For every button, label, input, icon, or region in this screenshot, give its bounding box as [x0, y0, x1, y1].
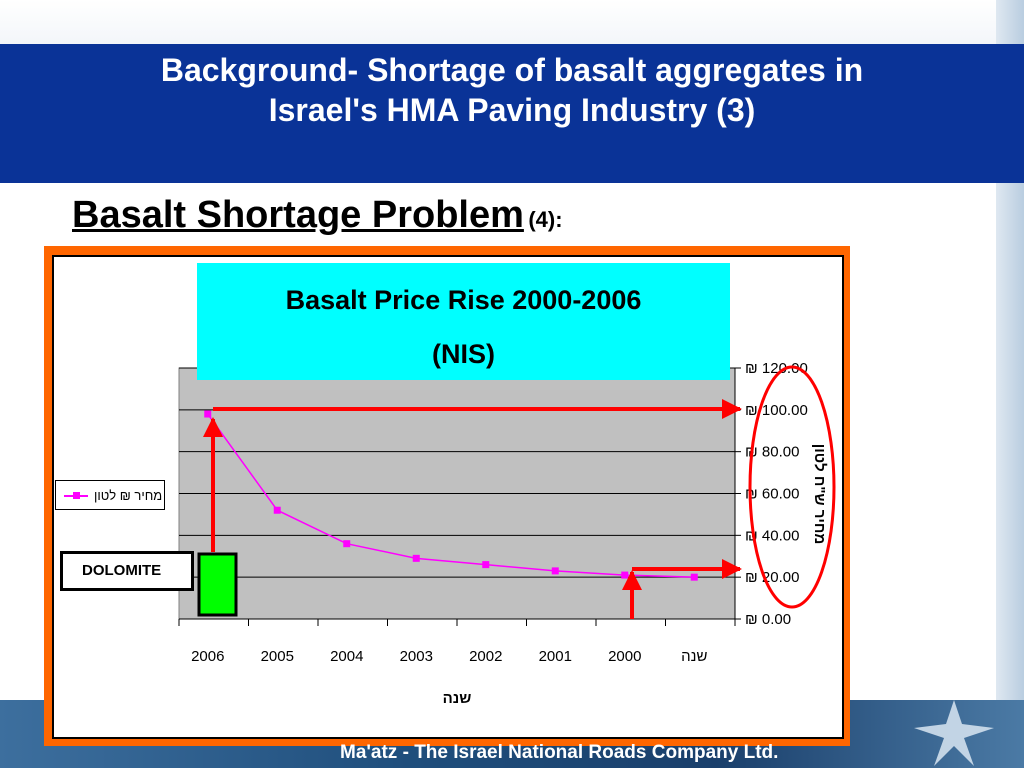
title-band: [0, 44, 1024, 183]
y-tick-label: ₪ 0.00: [745, 611, 791, 628]
footer-company-name: Ma'atz - The Israel National Roads Compa…: [340, 742, 779, 763]
dolomite-callout: [60, 551, 194, 591]
x-axis-title: שנה: [443, 690, 472, 707]
slide-title-line-1: Background- Shortage of basalt aggregate…: [160, 52, 864, 88]
dolomite-label: DOLOMITE: [82, 562, 162, 579]
y-axis-title: מחיר ש"ח לטון: [811, 444, 828, 545]
slide-top-background: [0, 0, 1024, 44]
chart-title-line-1: Basalt Price Rise 2000-2006: [285, 285, 642, 315]
x-tick-label: 2006: [191, 648, 224, 665]
y-tick-label: ₪ 80.00: [745, 444, 799, 461]
series-marker: [621, 571, 629, 579]
dolomite-bar: [197, 552, 238, 617]
x-tick-label: 2002: [469, 648, 502, 665]
series-marker: [551, 567, 559, 575]
series-marker: [482, 561, 490, 569]
legend-marker-swatch: [73, 492, 80, 499]
legend-label: מחיר ₪ לטון: [94, 488, 163, 503]
x-tick-label: 2000: [608, 648, 641, 665]
x-tick-label: 2004: [330, 648, 363, 665]
y-tick-label: ₪ 20.00: [745, 569, 799, 586]
y-tick-label: ₪ 100.00: [745, 402, 808, 419]
x-tick-label: שנה: [681, 648, 707, 665]
series-marker: [273, 506, 281, 514]
x-tick-label: 2005: [261, 648, 294, 665]
y-tick-label: ₪ 120.00: [745, 360, 808, 377]
highlight-ellipse: [748, 365, 836, 609]
series-line: [207, 413, 695, 578]
y-tick-label: ₪ 60.00: [745, 486, 799, 503]
section-heading-suffix: (4):: [528, 207, 563, 232]
x-tick-label: 2001: [539, 648, 572, 665]
series-marker: [343, 540, 351, 548]
star-logo-icon: [914, 700, 994, 766]
series-marker: [690, 573, 698, 581]
slide-title: Background- Shortage of basalt aggregate…: [40, 50, 984, 130]
y-tick-label: ₪ 40.00: [745, 527, 799, 544]
series-marker: [204, 410, 212, 418]
chart-title: Basalt Price Rise 2000-2006 (NIS): [197, 273, 730, 381]
chart-legend: מחיר ₪ לטון: [55, 480, 165, 510]
slide-title-line-2: Israel's HMA Paving Industry (3): [268, 92, 756, 128]
section-heading: Basalt Shortage Problem (4):: [72, 194, 563, 237]
series-marker: [412, 554, 420, 562]
chart-title-box: [197, 263, 730, 380]
chart-title-line-2: (NIS): [432, 339, 495, 369]
section-heading-main: Basalt Shortage Problem: [72, 194, 524, 236]
x-tick-label: 2003: [400, 648, 433, 665]
